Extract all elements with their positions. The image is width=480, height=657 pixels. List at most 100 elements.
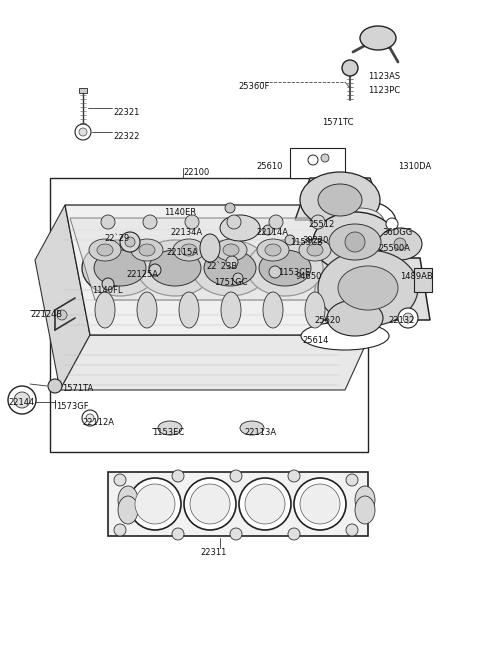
Ellipse shape <box>120 232 140 252</box>
Ellipse shape <box>360 26 396 50</box>
Ellipse shape <box>398 308 418 328</box>
Ellipse shape <box>97 244 113 256</box>
Ellipse shape <box>233 273 243 283</box>
Text: 1153CE: 1153CE <box>278 268 310 277</box>
Ellipse shape <box>321 154 329 162</box>
Ellipse shape <box>95 292 115 328</box>
Ellipse shape <box>318 184 362 216</box>
Ellipse shape <box>263 225 273 235</box>
Ellipse shape <box>247 240 323 296</box>
Ellipse shape <box>125 237 135 247</box>
Text: 22321: 22321 <box>113 108 139 117</box>
Bar <box>50 178 368 452</box>
Polygon shape <box>35 205 90 390</box>
Text: 25610: 25610 <box>256 162 282 171</box>
Text: 36DGG: 36DGG <box>382 228 412 237</box>
Ellipse shape <box>101 215 115 229</box>
Ellipse shape <box>394 238 406 250</box>
Ellipse shape <box>102 278 114 290</box>
Ellipse shape <box>185 215 199 229</box>
Ellipse shape <box>288 528 300 540</box>
Ellipse shape <box>89 239 121 261</box>
Ellipse shape <box>300 172 380 228</box>
Text: 1489AB: 1489AB <box>400 272 433 281</box>
Ellipse shape <box>225 203 235 213</box>
Ellipse shape <box>285 235 295 245</box>
Ellipse shape <box>355 486 375 514</box>
Ellipse shape <box>338 266 398 310</box>
Polygon shape <box>310 258 430 320</box>
Ellipse shape <box>139 244 155 256</box>
Ellipse shape <box>263 292 283 328</box>
Text: 22124B: 22124B <box>30 310 62 319</box>
Text: 1140FL: 1140FL <box>92 286 122 295</box>
Ellipse shape <box>190 484 230 524</box>
Text: 1123PC: 1123PC <box>368 86 400 95</box>
Ellipse shape <box>346 474 358 486</box>
Ellipse shape <box>79 128 87 136</box>
Text: 22`23B: 22`23B <box>206 262 237 271</box>
Ellipse shape <box>118 496 138 524</box>
Ellipse shape <box>240 421 264 435</box>
Text: 25614: 25614 <box>302 336 328 345</box>
Text: 1573GF: 1573GF <box>56 402 89 411</box>
Ellipse shape <box>226 256 238 268</box>
Ellipse shape <box>269 215 283 229</box>
Ellipse shape <box>94 250 146 286</box>
Ellipse shape <box>386 218 398 230</box>
Ellipse shape <box>342 60 358 76</box>
Text: 1123AS: 1123AS <box>368 72 400 81</box>
Ellipse shape <box>143 215 157 229</box>
Text: 22100: 22100 <box>183 168 209 177</box>
Ellipse shape <box>135 484 175 524</box>
Ellipse shape <box>223 244 239 256</box>
Ellipse shape <box>75 124 91 140</box>
Ellipse shape <box>299 239 331 261</box>
Ellipse shape <box>288 470 300 482</box>
Ellipse shape <box>305 292 325 328</box>
Polygon shape <box>295 178 385 220</box>
Text: 22114A: 22114A <box>256 228 288 237</box>
Text: 22311: 22311 <box>200 548 227 557</box>
Text: 22113A: 22113A <box>244 428 276 437</box>
Bar <box>108 472 368 536</box>
Ellipse shape <box>131 239 163 261</box>
Ellipse shape <box>200 234 220 262</box>
Polygon shape <box>70 218 362 300</box>
Ellipse shape <box>230 528 242 540</box>
Ellipse shape <box>311 215 325 229</box>
Ellipse shape <box>227 215 241 229</box>
Text: 1571TC: 1571TC <box>322 118 353 127</box>
Ellipse shape <box>239 478 291 530</box>
Text: 22112A: 22112A <box>82 418 114 427</box>
Ellipse shape <box>172 470 184 482</box>
Ellipse shape <box>137 240 213 296</box>
Text: 22144: 22144 <box>8 398 34 407</box>
Ellipse shape <box>221 292 241 328</box>
Text: 1153CB: 1153CB <box>290 238 323 247</box>
Ellipse shape <box>184 478 236 530</box>
Ellipse shape <box>48 379 62 393</box>
Text: 25512: 25512 <box>308 220 334 229</box>
Ellipse shape <box>158 421 182 435</box>
Ellipse shape <box>307 244 323 256</box>
Text: 22`29: 22`29 <box>104 234 129 243</box>
Ellipse shape <box>172 528 184 540</box>
Text: 22132: 22132 <box>388 316 414 325</box>
Ellipse shape <box>259 250 311 286</box>
Ellipse shape <box>14 392 30 408</box>
Ellipse shape <box>204 250 256 286</box>
Ellipse shape <box>230 470 242 482</box>
Text: 22134A: 22134A <box>170 228 202 237</box>
Ellipse shape <box>8 386 36 414</box>
Ellipse shape <box>215 239 247 261</box>
Ellipse shape <box>149 264 161 276</box>
Ellipse shape <box>346 524 358 536</box>
Text: 25620: 25620 <box>314 316 340 325</box>
Ellipse shape <box>149 250 201 286</box>
Ellipse shape <box>324 200 396 244</box>
Bar <box>414 268 432 292</box>
Ellipse shape <box>329 224 381 260</box>
Ellipse shape <box>118 486 138 514</box>
Bar <box>290 148 345 178</box>
